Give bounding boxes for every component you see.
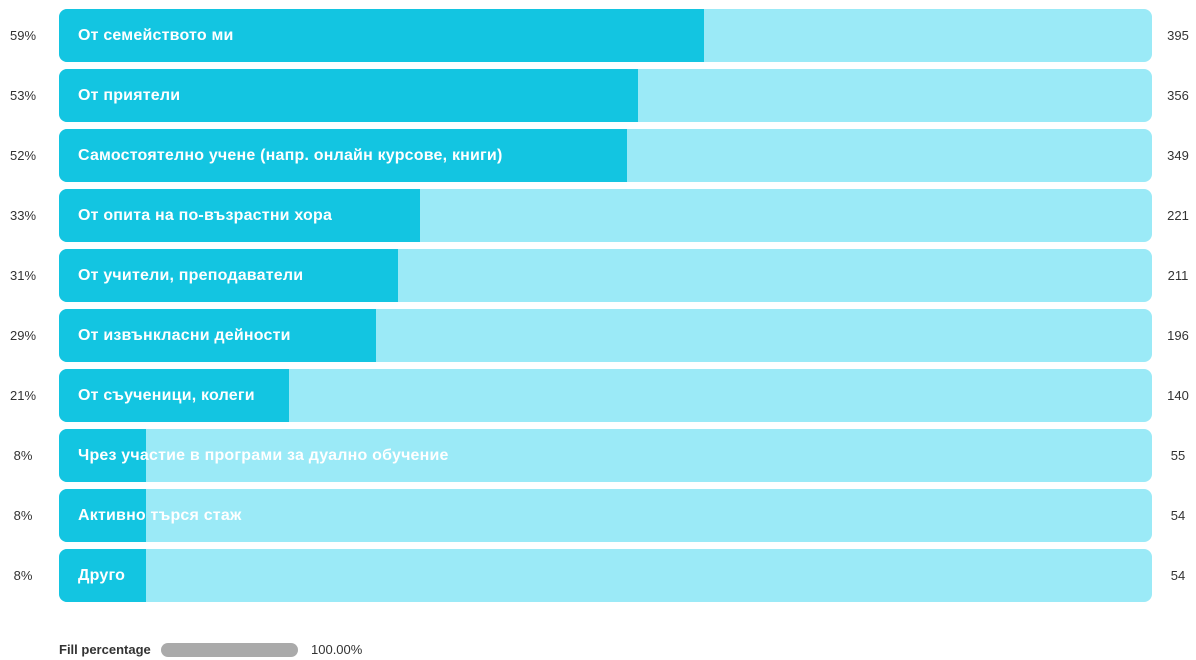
bar-track: От извънкласни дейности bbox=[59, 309, 1152, 362]
bar-row: 8% Друго 54 bbox=[0, 549, 1196, 602]
fill-percentage-legend: Fill percentage 100.00% bbox=[59, 640, 459, 660]
bar-percent-label: 59% bbox=[9, 28, 37, 43]
bar-row: 53% От приятели 356 bbox=[0, 69, 1196, 122]
bar-category-label: От опита на по-възрастни хора bbox=[78, 207, 333, 224]
fill-percentage-bar bbox=[161, 643, 298, 657]
bar-track: От приятели bbox=[59, 69, 1152, 122]
bar-row: 31% От учители, преподаватели 211 bbox=[0, 249, 1196, 302]
bar-track: От учители, преподаватели bbox=[59, 249, 1152, 302]
bar-value-label: 196 bbox=[1167, 328, 1189, 343]
horizontal-bar-chart: 59% От семейството ми 395 53% От приятели 356… bbox=[0, 9, 1196, 602]
bar-track: От съученици, колеги bbox=[59, 369, 1152, 422]
bar-percent-label: 52% bbox=[9, 148, 37, 163]
bar-track: От семейството ми bbox=[59, 9, 1152, 62]
bar-value-label: 54 bbox=[1170, 508, 1186, 523]
bar-value-label: 349 bbox=[1167, 148, 1189, 163]
bar-percent-label: 8% bbox=[13, 508, 33, 523]
bar-row: 33% От опита на по-възрастни хора 221 bbox=[0, 189, 1196, 242]
bar-percent-label: 29% bbox=[9, 328, 37, 343]
bar-value-label: 221 bbox=[1167, 208, 1189, 223]
bar-fill bbox=[59, 429, 146, 482]
bar-category-label: От учители, преподаватели bbox=[78, 267, 304, 284]
bar-value-label: 54 bbox=[1170, 568, 1186, 583]
bar-row: 21% От съученици, колеги 140 bbox=[0, 369, 1196, 422]
bar-fill bbox=[59, 489, 146, 542]
bar-row: 8% Чрез участие в програми за дуално обуч… bbox=[0, 429, 1196, 482]
bar-percent-label: 31% bbox=[9, 268, 37, 283]
bar-percent-label: 8% bbox=[13, 568, 33, 583]
bar-track: Самостоятелно учене (напр. онлайн курсов… bbox=[59, 129, 1152, 182]
bar-track: Чрез участие в програми за дуално обучен… bbox=[59, 429, 1152, 482]
bar-category-label: Друго bbox=[78, 567, 126, 584]
bar-fill bbox=[59, 189, 420, 242]
bar-value-label: 395 bbox=[1167, 28, 1189, 43]
bar-category-label: Чрез участие в програми за дуално обучен… bbox=[78, 447, 449, 464]
bar-category-label: Самостоятелно учене (напр. онлайн курсов… bbox=[78, 147, 503, 164]
bar-fill bbox=[59, 69, 638, 122]
bar-percent-label: 8% bbox=[13, 448, 33, 463]
bar-row: 29% От извънкласни дейности 196 bbox=[0, 309, 1196, 362]
bar-track: От опита на по-възрастни хора bbox=[59, 189, 1152, 242]
bar-fill bbox=[59, 249, 398, 302]
bar-fill bbox=[59, 549, 146, 602]
bar-track: Активно търся стаж bbox=[59, 489, 1152, 542]
bar-category-label: Активно търся стаж bbox=[78, 507, 242, 524]
bar-track: Друго bbox=[59, 549, 1152, 602]
bar-row: 59% От семейството ми 395 bbox=[0, 9, 1196, 62]
bar-category-label: От съученици, колеги bbox=[78, 387, 255, 404]
bar-value-label: 140 bbox=[1167, 388, 1189, 403]
bar-value-label: 211 bbox=[1167, 268, 1189, 283]
bar-row: 52% Самостоятелно учене (напр. онлайн кур… bbox=[0, 129, 1196, 182]
fill-percentage-value: 100.00% bbox=[311, 642, 363, 657]
bar-fill bbox=[59, 369, 289, 422]
bar-fill bbox=[59, 129, 627, 182]
bar-percent-label: 33% bbox=[9, 208, 37, 223]
bar-fill bbox=[59, 9, 704, 62]
bar-category-label: От извънкласни дейности bbox=[78, 327, 291, 344]
bar-fill bbox=[59, 309, 376, 362]
bar-value-label: 55 bbox=[1170, 448, 1186, 463]
bar-percent-label: 21% bbox=[9, 388, 37, 403]
bar-category-label: От приятели bbox=[78, 87, 181, 104]
bar-value-label: 356 bbox=[1167, 88, 1189, 103]
bar-category-label: От семейството ми bbox=[78, 27, 234, 44]
fill-percentage-label: Fill percentage bbox=[59, 642, 151, 657]
bar-percent-label: 53% bbox=[9, 88, 37, 103]
bar-row: 8% Активно търся стаж 54 bbox=[0, 489, 1196, 542]
